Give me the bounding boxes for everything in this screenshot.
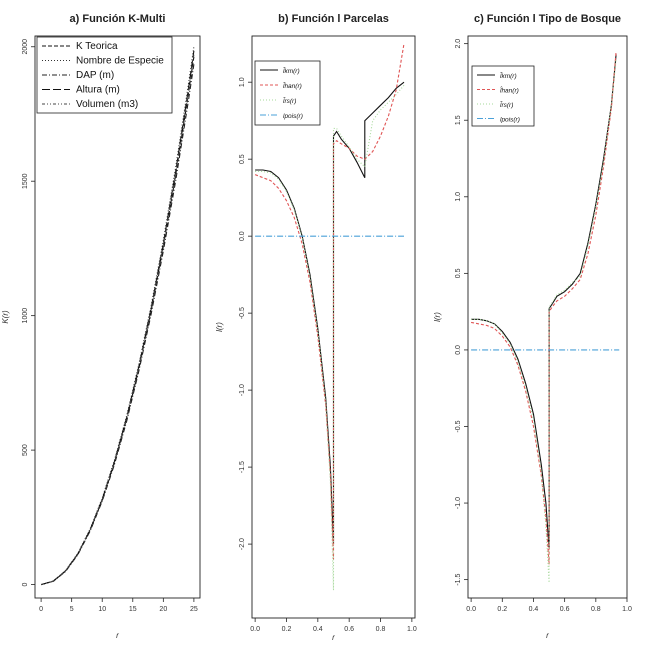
legend-entry: l̂han(r) <box>282 82 301 90</box>
y-tick-label: 1.0 <box>455 192 462 202</box>
legend-entry: lpois(r) <box>500 117 520 124</box>
y-tick-label: 0.5 <box>239 154 246 164</box>
chart-title: c) Función l Tipo de Bosque <box>474 13 621 25</box>
x-tick-label: 1.0 <box>407 626 417 633</box>
legend-entry: l̂rs(r) <box>282 97 296 105</box>
legend-entry: l̂km(r) <box>282 67 299 75</box>
x-tick-label: 5 <box>70 606 74 613</box>
y-tick-label: -0.5 <box>455 420 462 432</box>
legend-entry: l̂rs(r) <box>499 101 513 109</box>
x-tick-label: 20 <box>159 606 167 613</box>
series-line-1 <box>40 56 195 586</box>
series-line-3 <box>40 64 195 586</box>
x-axis-label: r <box>332 633 335 642</box>
series-line-5 <box>40 54 195 586</box>
series-line-3 <box>255 84 405 591</box>
chart-panel-3: c) Función l Tipo de Bosque 0.0 0.2 0.4 0.6 0… <box>433 13 632 640</box>
series-line-2 <box>40 46 195 586</box>
chart-panel-2: b) Función l Parcelas 0.0 0.2 0.4 0.6 0.8 1.0 -… <box>215 13 417 642</box>
y-tick-label: 2000 <box>22 39 29 55</box>
y-tick-label: 1.5 <box>455 115 462 125</box>
chart-title: a) Función K-Multi <box>70 13 166 25</box>
x-tick-label: 10 <box>98 606 106 613</box>
x-tick-label: 1.0 <box>622 606 632 613</box>
y-tick-label: 0.0 <box>239 231 246 241</box>
y-tick-label: 1500 <box>22 173 29 189</box>
y-axis-label: l(r) <box>215 322 224 332</box>
x-tick-label: 0.6 <box>344 626 354 633</box>
legend-box <box>254 60 321 126</box>
x-tick-label: 25 <box>190 606 198 613</box>
y-tick-label: -2.0 <box>239 538 246 550</box>
y-tick-label: 1000 <box>22 308 29 324</box>
y-tick-label: 1.0 <box>239 77 246 87</box>
series-line-4 <box>40 50 195 586</box>
legend-entry: K Teorica <box>76 41 118 52</box>
series-line-1 <box>255 81 405 545</box>
x-tick-label: 0.0 <box>250 626 260 633</box>
x-tick-label: 0 <box>39 606 43 613</box>
y-tick-label: 0.0 <box>455 345 462 355</box>
legend-entry: Nombre de Especie <box>76 56 164 67</box>
plot-frame <box>251 35 416 619</box>
y-tick-label: -0.5 <box>239 307 246 319</box>
x-tick-label: 0.8 <box>591 606 601 613</box>
y-axis-label: K(r) <box>1 310 10 324</box>
x-tick-label: 0.0 <box>466 606 476 613</box>
plot-frame <box>467 35 628 599</box>
y-tick-label: -1.0 <box>455 497 462 509</box>
x-axis-label: r <box>116 631 119 640</box>
y-tick-label: 2.0 <box>455 39 462 49</box>
y-tick-label: -1.0 <box>239 384 246 396</box>
x-tick-label: 0.2 <box>497 606 507 613</box>
y-tick-label: 500 <box>22 444 29 456</box>
x-tick-label: 0.4 <box>529 606 539 613</box>
legend-entry: Altura (m) <box>76 85 120 96</box>
x-tick-label: 0.6 <box>560 606 570 613</box>
chart-title: b) Función l Parcelas <box>278 13 389 25</box>
x-tick-label: 0.4 <box>313 626 323 633</box>
chart-panel-1: a) Función K-Multi 0 5 10 15 20 25 0 500 1000 1500… <box>1 13 201 640</box>
legend-box <box>471 65 535 127</box>
y-tick-label: 0 <box>22 583 29 587</box>
y-tick-label: -1.5 <box>239 461 246 473</box>
y-tick-label: -1.5 <box>455 573 462 585</box>
legend-entry: l̂han(r) <box>499 86 518 94</box>
x-tick-label: 0.8 <box>376 626 386 633</box>
series-line-3 <box>471 58 617 583</box>
y-tick-label: 0.5 <box>455 268 462 278</box>
legend-entry: l̂km(r) <box>499 72 516 80</box>
series-line-2 <box>470 51 617 565</box>
x-tick-label: 15 <box>129 606 137 613</box>
x-tick-label: 0.2 <box>282 626 292 633</box>
legend-entry: lpois(r) <box>283 113 303 120</box>
plot-frame <box>34 35 201 599</box>
legend-entry: DAP (m) <box>76 70 114 81</box>
y-axis-label: l(r) <box>433 312 442 322</box>
legend-entry: Volumen (m3) <box>76 99 138 110</box>
series-line-1 <box>471 54 617 550</box>
x-axis-label: r <box>546 631 549 640</box>
